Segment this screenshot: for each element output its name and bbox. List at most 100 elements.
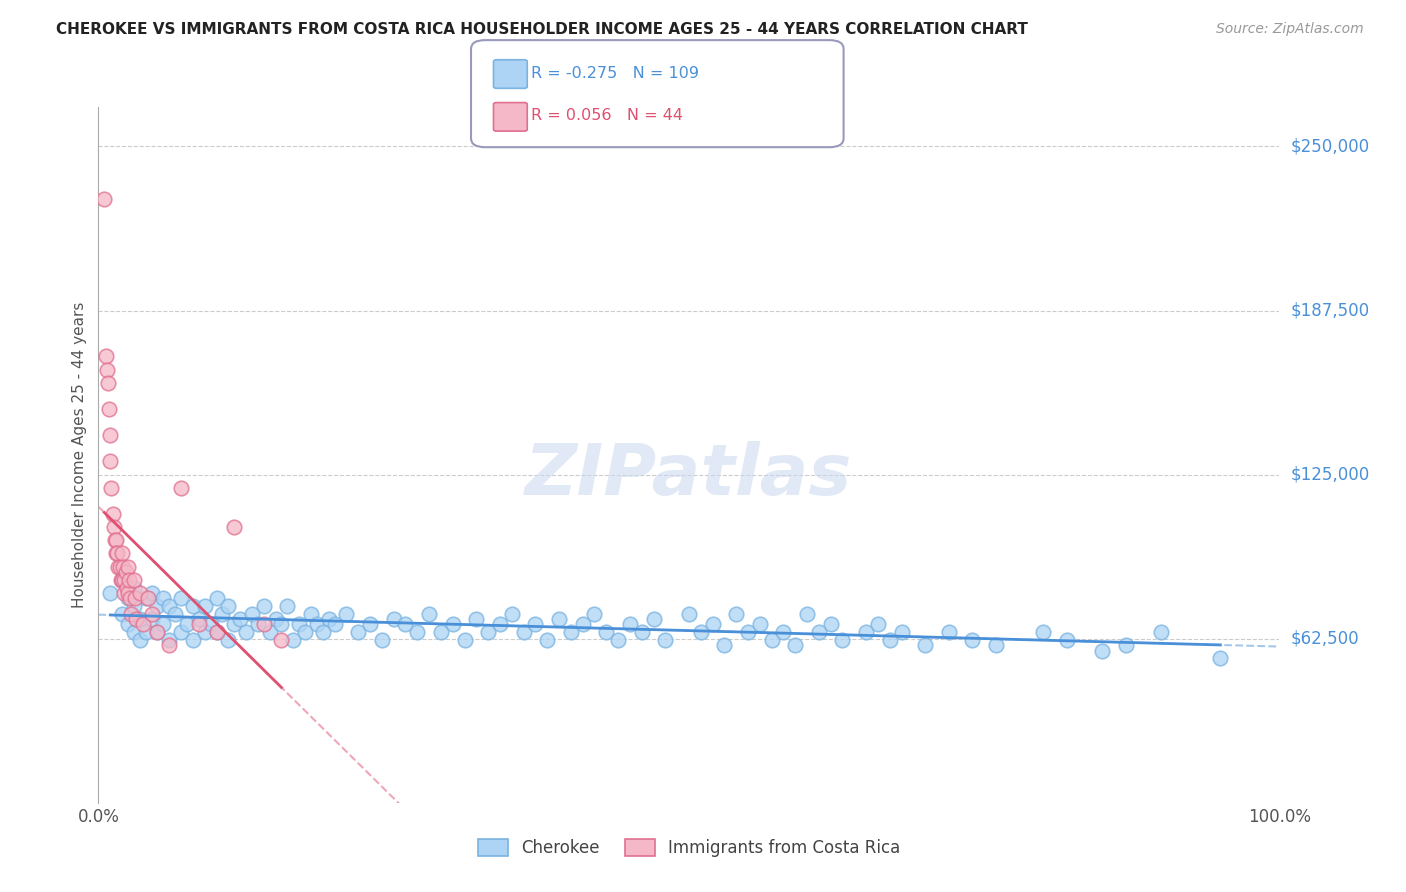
Point [571,617,593,632]
Point [323,617,346,632]
Point [187,612,209,626]
Point [465,612,488,626]
Point [200,617,222,632]
Point [866,617,889,632]
Point [141,586,163,600]
Point [96,362,118,376]
Point [678,607,700,621]
Point [371,633,394,648]
Point [879,633,901,648]
Point [122,599,145,613]
Point [205,625,228,640]
Point [117,617,139,632]
Point [135,625,157,640]
Point [359,617,381,632]
Point [128,612,150,626]
Point [347,625,370,640]
Point [796,607,818,621]
Point [112,573,135,587]
Point [630,625,652,640]
Point [406,625,429,640]
Point [914,638,936,652]
Point [512,625,534,640]
Point [643,612,665,626]
Text: ZIPatlas: ZIPatlas [526,442,852,510]
Point [761,633,783,648]
Point [270,617,292,632]
Point [157,633,180,648]
Point [100,481,122,495]
Point [240,607,263,621]
Point [205,625,228,640]
Point [224,520,246,534]
Point [187,617,209,632]
Point [93,192,115,206]
Point [152,617,174,632]
Point [194,625,217,640]
Point [654,633,676,648]
Point [318,612,340,626]
Point [441,617,464,632]
Point [382,612,405,626]
Text: $125,000: $125,000 [1291,466,1369,483]
Point [107,559,129,574]
Point [619,617,641,632]
Point [785,638,807,652]
Point [253,617,276,632]
Point [117,586,139,600]
Point [141,607,163,621]
Point [98,428,121,442]
Point [122,573,145,587]
Point [1032,625,1054,640]
Point [312,625,335,640]
Point [430,625,453,640]
Point [105,546,128,560]
Point [170,625,193,640]
Text: R = 0.056   N = 44: R = 0.056 N = 44 [531,109,683,123]
Point [136,591,159,605]
Point [536,633,558,648]
Point [595,625,617,640]
Point [394,617,416,632]
Point [104,533,127,548]
Point [689,625,711,640]
Point [560,625,582,640]
Point [1209,651,1232,665]
Point [270,633,292,648]
Point [224,617,246,632]
Point [229,612,252,626]
Point [583,607,606,621]
Point [305,617,328,632]
Point [453,633,475,648]
Point [820,617,842,632]
Point [607,633,630,648]
Point [548,612,571,626]
Text: R = -0.275   N = 109: R = -0.275 N = 109 [531,66,699,80]
Point [170,481,193,495]
Point [938,625,960,640]
Point [524,617,547,632]
Point [235,625,257,640]
Point [98,401,121,416]
Point [103,520,125,534]
Y-axis label: Householder Income Ages 25 - 44 years: Householder Income Ages 25 - 44 years [72,301,87,608]
Point [984,638,1007,652]
Point [855,625,877,640]
Point [124,591,146,605]
Point [117,559,139,574]
Point [146,625,169,640]
Text: $62,500: $62,500 [1291,630,1360,648]
Point [112,586,135,600]
Point [253,599,276,613]
Point [97,376,120,390]
Point [1150,625,1173,640]
Point [128,586,150,600]
Point [294,625,316,640]
Point [165,607,187,621]
Point [111,573,134,587]
Point [211,607,233,621]
Point [118,573,141,587]
Point [737,625,759,640]
Point [1091,643,1114,657]
Point [335,607,357,621]
